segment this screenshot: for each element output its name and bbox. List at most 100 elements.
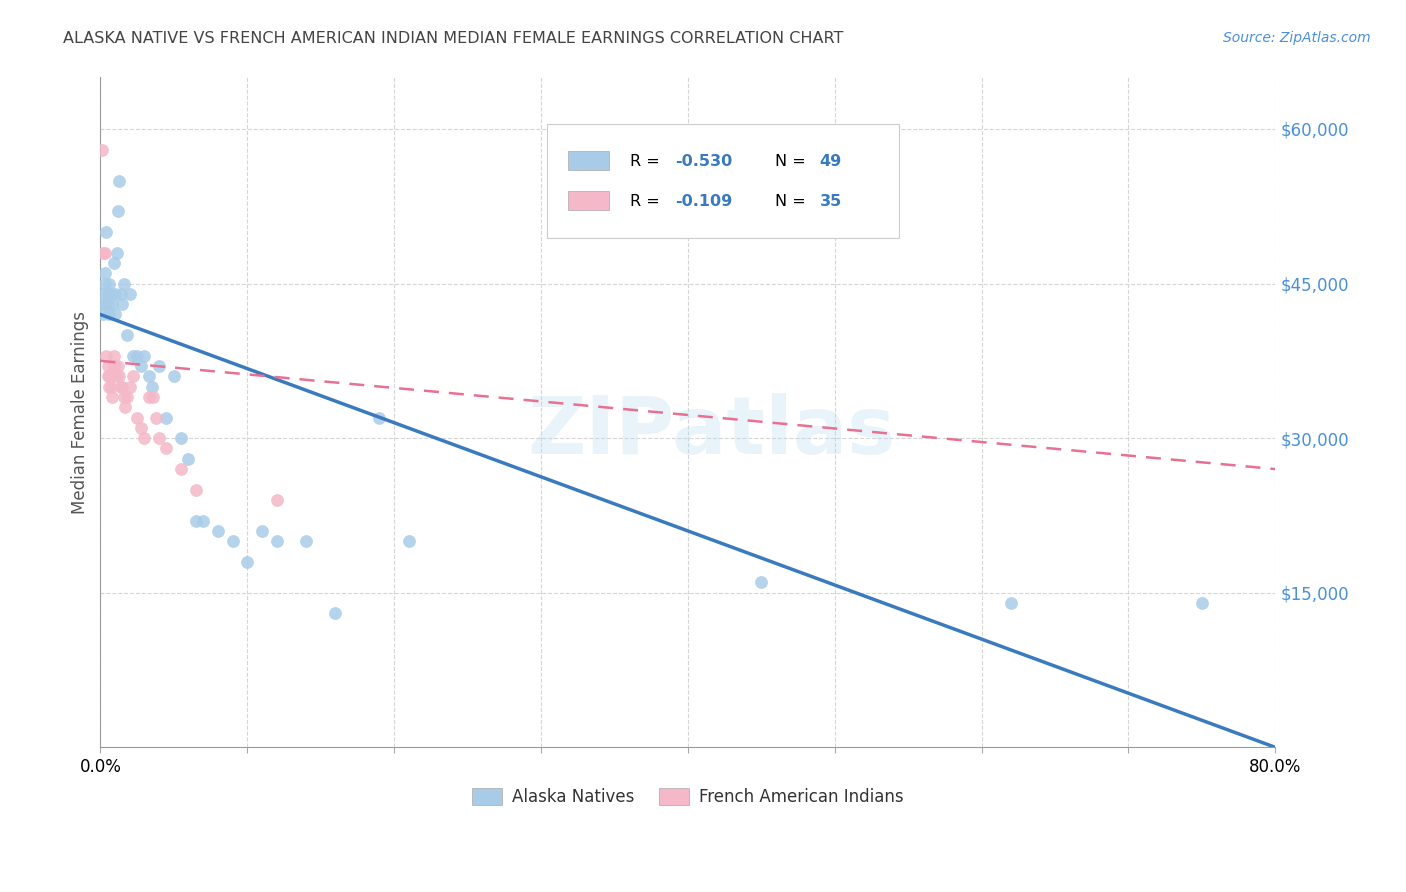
Point — [368, 410, 391, 425]
Point — [134, 431, 156, 445]
Point — [97, 359, 120, 373]
Point — [1000, 596, 1022, 610]
Point — [134, 349, 156, 363]
Point — [125, 349, 148, 363]
Point — [94, 266, 117, 280]
Point — [250, 524, 273, 538]
Point — [148, 359, 170, 373]
Point — [184, 483, 207, 497]
Point — [104, 359, 127, 373]
Point — [155, 442, 177, 456]
Point — [170, 431, 193, 445]
Point — [1191, 596, 1213, 610]
Point — [138, 369, 160, 384]
Point — [749, 575, 772, 590]
Point — [111, 297, 134, 311]
Point — [118, 286, 141, 301]
Point — [105, 369, 128, 384]
Legend: Alaska Natives, French American Indians: Alaska Natives, French American Indians — [465, 781, 911, 813]
Text: ZIPatlas: ZIPatlas — [527, 393, 896, 472]
Point — [142, 390, 165, 404]
Point — [104, 308, 127, 322]
Text: R =: R = — [630, 153, 665, 169]
Point — [131, 421, 153, 435]
Point — [97, 286, 120, 301]
Point — [266, 534, 288, 549]
Text: N =: N = — [775, 153, 811, 169]
Point — [121, 369, 143, 384]
Point — [112, 277, 135, 291]
Point — [98, 369, 121, 384]
Point — [266, 493, 288, 508]
Point — [108, 173, 131, 187]
Point — [145, 410, 167, 425]
Point — [90, 143, 112, 157]
Point — [91, 286, 114, 301]
FancyBboxPatch shape — [568, 151, 609, 169]
Text: N =: N = — [775, 194, 811, 209]
Y-axis label: Median Female Earnings: Median Female Earnings — [72, 311, 89, 514]
Text: -0.530: -0.530 — [675, 153, 733, 169]
Point — [110, 286, 132, 301]
Point — [96, 225, 118, 239]
Point — [115, 328, 138, 343]
Point — [91, 245, 114, 260]
Point — [221, 534, 243, 549]
Point — [103, 349, 125, 363]
Point — [97, 297, 120, 311]
Point — [101, 390, 124, 404]
Text: R =: R = — [630, 194, 665, 209]
Point — [104, 286, 127, 301]
Text: Source: ZipAtlas.com: Source: ZipAtlas.com — [1223, 31, 1371, 45]
Point — [112, 390, 135, 404]
Point — [96, 297, 118, 311]
Point — [98, 277, 121, 291]
Point — [184, 514, 207, 528]
Point — [94, 277, 117, 291]
Point — [148, 431, 170, 445]
Point — [108, 369, 131, 384]
Point — [97, 369, 120, 384]
Point — [90, 297, 112, 311]
Point — [115, 390, 138, 404]
FancyBboxPatch shape — [568, 191, 609, 211]
Point — [114, 401, 136, 415]
Point — [177, 451, 200, 466]
Point — [111, 379, 134, 393]
Point — [141, 379, 163, 393]
Point — [398, 534, 420, 549]
FancyBboxPatch shape — [547, 124, 900, 238]
Point — [107, 204, 129, 219]
Point — [94, 245, 117, 260]
Point — [138, 390, 160, 404]
Point — [295, 534, 318, 549]
Point — [101, 297, 124, 311]
Point — [163, 369, 186, 384]
Point — [100, 379, 122, 393]
Point — [91, 308, 114, 322]
Point — [98, 379, 121, 393]
Point — [125, 410, 148, 425]
Text: -0.109: -0.109 — [675, 194, 733, 209]
Point — [207, 524, 229, 538]
Point — [325, 607, 347, 621]
Point — [96, 349, 118, 363]
Point — [191, 514, 214, 528]
Point — [103, 359, 125, 373]
Point — [98, 308, 121, 322]
Point — [131, 359, 153, 373]
Point — [100, 286, 122, 301]
Text: 35: 35 — [820, 194, 842, 209]
Point — [103, 256, 125, 270]
Point — [105, 245, 128, 260]
Text: ALASKA NATIVE VS FRENCH AMERICAN INDIAN MEDIAN FEMALE EARNINGS CORRELATION CHART: ALASKA NATIVE VS FRENCH AMERICAN INDIAN … — [63, 31, 844, 46]
Point — [236, 555, 259, 569]
Text: 49: 49 — [820, 153, 842, 169]
Point — [155, 410, 177, 425]
Point — [110, 379, 132, 393]
Point — [170, 462, 193, 476]
Point — [121, 349, 143, 363]
Point — [118, 379, 141, 393]
Point — [107, 359, 129, 373]
Point — [100, 369, 122, 384]
